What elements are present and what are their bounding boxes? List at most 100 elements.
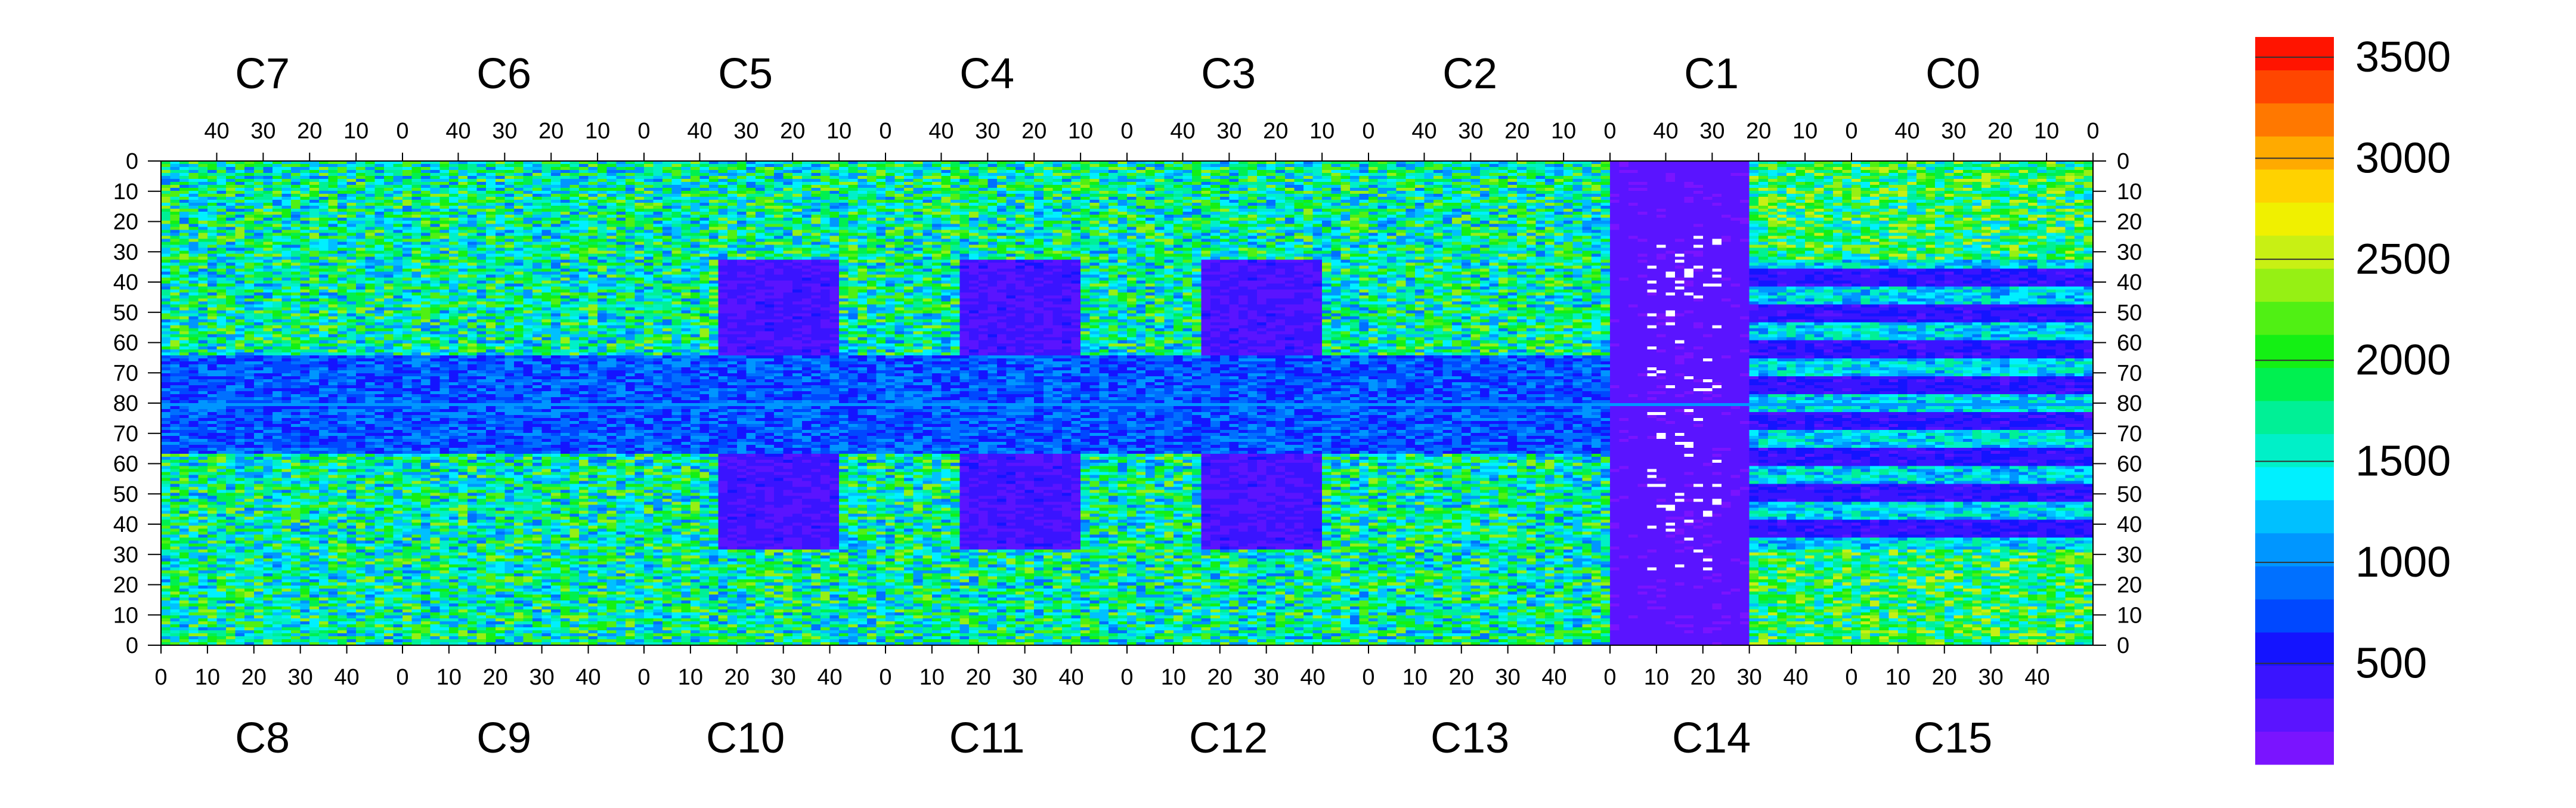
right-axis: 0 10 20 30 40 50 60 70 80 70 60 50 40 30 20 10 0	[2093, 149, 2142, 658]
right-tick-label: 10	[2117, 179, 2142, 205]
colorbar-swatch	[2255, 169, 2334, 203]
chip-label-c7: C7	[235, 50, 290, 98]
top-tick-label: 0	[1120, 119, 1133, 144]
chip-label-c14: C14	[1672, 714, 1751, 762]
left-tick-label: 10	[113, 603, 138, 628]
top-axis: 40 30 20 10 0 40 30 20 10 0 40 30 20 10 0 40 30 20 10 0 40 30…	[204, 119, 2100, 161]
colorbar-tick-label: 500	[2355, 640, 2427, 688]
colorbar-swatch	[2255, 533, 2334, 566]
colorbar-swatch	[2255, 37, 2334, 70]
bottom-tick-label: 20	[1208, 665, 1233, 690]
colorbar-tick-label: 1000	[2355, 538, 2451, 586]
top-tick-label: 10	[343, 119, 369, 144]
top-tick-label: 40	[928, 119, 953, 144]
heatmap-cells	[161, 161, 2093, 645]
top-tick-label: 0	[1362, 119, 1374, 144]
bottom-tick-label: 0	[1603, 665, 1616, 690]
top-tick-label: 20	[538, 119, 564, 144]
top-tick-label: 40	[1411, 119, 1436, 144]
right-tick-label: 40	[2117, 512, 2142, 537]
top-tick-label: 20	[1504, 119, 1530, 144]
chip-label-c2: C2	[1442, 50, 1497, 98]
left-tick-label: 30	[113, 543, 138, 568]
bottom-tick-label: 10	[919, 665, 945, 690]
chip-label-c10: C10	[706, 714, 785, 762]
bottom-tick-label: 40	[1541, 665, 1566, 690]
colorbar-swatch	[2255, 466, 2334, 500]
colorbar-swatch	[2255, 70, 2334, 104]
left-axis: 0 10 20 30 40 50 60 70 80 70 60 50 40 30 20 10 0	[113, 149, 161, 658]
top-tick-label: 40	[1170, 119, 1195, 144]
top-tick-label: 10	[1792, 119, 1818, 144]
left-tick-label: 30	[113, 240, 138, 265]
bottom-tick-label: 40	[1300, 665, 1325, 690]
left-tick-label: 70	[113, 422, 138, 447]
left-tick-label: 70	[113, 361, 138, 386]
bottom-tick-label: 0	[1120, 665, 1133, 690]
colorbar-swatch	[2255, 401, 2334, 434]
top-tick-label: 40	[204, 119, 229, 144]
colorbar-swatch	[2255, 136, 2334, 170]
colorbar-swatch	[2255, 665, 2334, 699]
right-tick-label: 30	[2117, 240, 2142, 265]
bottom-tick-label: 40	[2024, 665, 2049, 690]
bottom-axis: 0 10 20 30 40 0 10 20 30 40 0 10 20 30 40 0 10 20 30 40 0 10 2…	[154, 645, 2050, 690]
top-tick-label: 30	[1699, 119, 1724, 144]
top-tick-label: 10	[585, 119, 610, 144]
bottom-tick-label: 0	[637, 665, 650, 690]
chip-label-c12: C12	[1189, 714, 1268, 762]
bottom-tick-label: 20	[1690, 665, 1716, 690]
top-tick-label: 40	[1653, 119, 1678, 144]
right-tick-label: 60	[2117, 331, 2142, 356]
right-tick-label: 0	[2117, 149, 2129, 174]
bottom-tick-label: 20	[242, 665, 267, 690]
left-tick-label: 40	[113, 512, 138, 537]
right-tick-label: 10	[2117, 603, 2142, 628]
top-tick-label: 0	[1845, 119, 1857, 144]
bottom-tick-label: 30	[1013, 665, 1038, 690]
right-tick-label: 20	[2117, 573, 2142, 598]
bottom-tick-label: 30	[1496, 665, 1521, 690]
top-tick-label: 40	[445, 119, 470, 144]
bottom-tick-label: 30	[1979, 665, 2004, 690]
top-tick-label: 30	[1216, 119, 1241, 144]
right-tick-label: 30	[2117, 543, 2142, 568]
chip-label-c3: C3	[1201, 50, 1256, 98]
chip-label-c9: C9	[476, 714, 531, 762]
top-tick-label: 30	[975, 119, 1000, 144]
left-tick-label: 10	[113, 179, 138, 205]
right-tick-label: 40	[2117, 270, 2142, 295]
bottom-tick-label: 20	[1932, 665, 1957, 690]
top-tick-label: 30	[492, 119, 517, 144]
colorbar-swatch	[2255, 566, 2334, 600]
colorbar-swatch	[2255, 632, 2334, 666]
left-tick-label: 50	[113, 482, 138, 507]
bottom-tick-label: 20	[966, 665, 991, 690]
bottom-tick-label: 0	[154, 665, 167, 690]
color-scale-bar: 500 1000 1500 2000 2500 3000 3500	[2255, 33, 2451, 765]
bottom-tick-label: 10	[1161, 665, 1186, 690]
colorbar-swatch	[2255, 235, 2334, 269]
colorbar-swatch	[2255, 599, 2334, 633]
colorbar-tick-label: 1500	[2355, 438, 2451, 485]
right-tick-label: 20	[2117, 210, 2142, 235]
bottom-tick-label: 10	[1885, 665, 1911, 690]
left-tick-label: 80	[113, 391, 138, 416]
left-tick-label: 20	[113, 210, 138, 235]
bottom-tick-label: 0	[1845, 665, 1857, 690]
colorbar-swatch	[2255, 698, 2334, 732]
top-tick-label: 20	[1263, 119, 1288, 144]
chip-label-c4: C4	[959, 50, 1014, 98]
bottom-tick-label: 10	[436, 665, 462, 690]
chip-label-c6: C6	[476, 50, 531, 98]
colorbar-tick-label: 3500	[2355, 33, 2451, 81]
chip-label-c0: C0	[1925, 50, 1980, 98]
right-tick-label: 50	[2117, 301, 2142, 326]
left-tick-label: 60	[113, 331, 138, 356]
colorbar-swatch	[2255, 103, 2334, 137]
top-tick-label: 30	[1941, 119, 1966, 144]
bottom-tick-label: 30	[530, 665, 555, 690]
left-tick-label: 0	[126, 633, 138, 658]
colorbar-tick-label: 2000	[2355, 336, 2451, 384]
